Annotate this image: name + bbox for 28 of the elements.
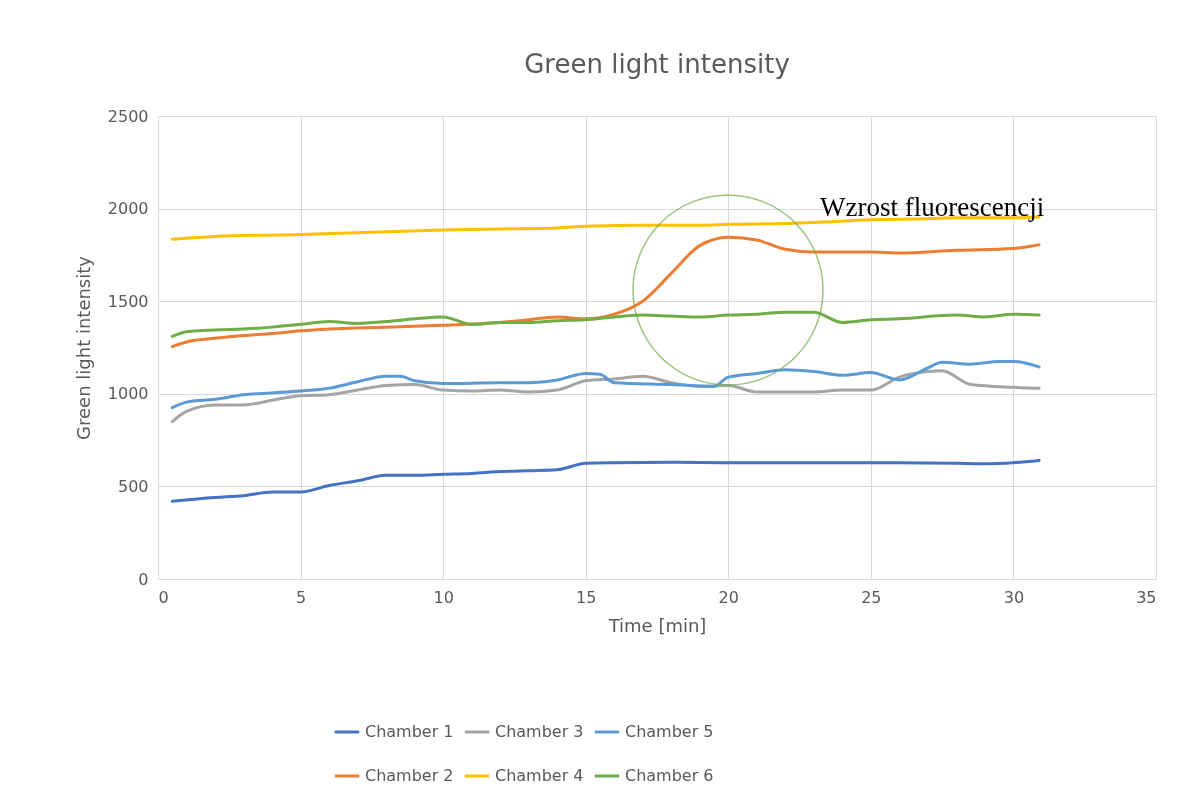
y-tick-label: 0	[138, 569, 149, 589]
y-tick-label: 2000	[107, 199, 149, 219]
legend-label: Chamber 6	[625, 766, 714, 785]
chart-title: Green light intensity	[524, 49, 790, 79]
legend-label: Chamber 2	[365, 766, 454, 785]
y-axis-title: Green light intensity	[72, 255, 94, 440]
line-series	[170, 235, 1041, 349]
legend-label: Chamber 4	[495, 766, 584, 785]
y-tick-label: 1000	[107, 384, 149, 404]
x-tick-label: 15	[576, 587, 597, 607]
x-tick-label: 35	[1136, 587, 1157, 607]
x-axis-title: Time [min]	[607, 614, 707, 636]
line-series	[170, 458, 1041, 503]
line-series	[170, 369, 1041, 424]
legend-label: Chamber 5	[625, 722, 714, 741]
x-tick-label: 5	[295, 587, 307, 607]
legend-label: Chamber 3	[495, 722, 584, 741]
x-tick-label: 0	[158, 587, 169, 607]
y-tick-label: 500	[117, 476, 149, 496]
legend-label: Chamber 1	[365, 722, 454, 741]
line-series	[170, 359, 1041, 410]
x-tick-label: 25	[861, 587, 882, 607]
y-tick-label: 2500	[107, 106, 149, 126]
x-tick-label: 30	[1003, 587, 1025, 607]
x-tick-label: 20	[718, 587, 739, 607]
x-tick-label: 10	[433, 587, 454, 607]
y-tick-label: 1500	[107, 291, 149, 311]
annotation: Wzrost fluorescencji	[820, 192, 1045, 222]
